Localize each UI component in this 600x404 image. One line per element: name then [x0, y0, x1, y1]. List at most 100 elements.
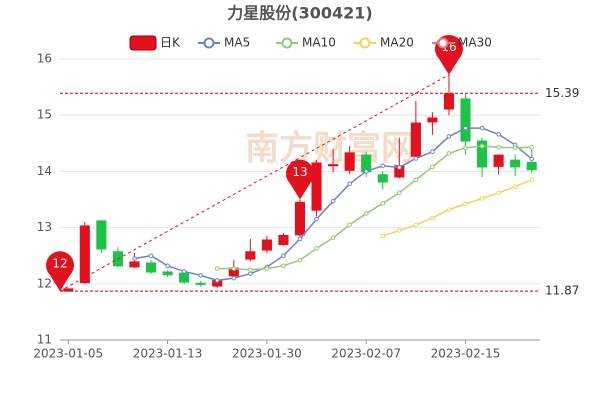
ma-point — [314, 246, 319, 251]
ma-point — [463, 145, 468, 151]
ma-point — [397, 190, 402, 196]
y-tick-label: 13 — [37, 220, 52, 234]
candle-body — [145, 262, 157, 273]
legend-label: MA30 — [458, 36, 492, 50]
candle-body — [79, 225, 90, 284]
candle-body — [477, 140, 488, 168]
candle-body — [526, 161, 537, 171]
candle-body — [261, 239, 272, 251]
ma-point — [446, 207, 452, 212]
ma-point — [297, 257, 303, 263]
ma-point — [446, 134, 452, 139]
x-tick-label: 2023-01-13 — [133, 347, 203, 361]
ma-point — [198, 273, 203, 278]
ma-point — [479, 125, 485, 131]
candle-body — [311, 162, 322, 211]
y-tick-label: 16 — [37, 52, 52, 66]
ma-point — [281, 253, 286, 258]
ma-point — [181, 269, 187, 274]
ma-point — [446, 151, 452, 156]
y-tick-label: 15 — [37, 108, 52, 122]
ma-point — [363, 169, 369, 174]
legend-label: 日K — [160, 36, 181, 50]
x-tick-label: 2023-01-30 — [232, 347, 302, 361]
ma-point — [430, 149, 435, 155]
legend-label: MA10 — [302, 36, 336, 50]
legend-label: MA5 — [224, 36, 250, 50]
ma-point — [297, 236, 303, 242]
legend-swatch — [359, 37, 371, 49]
candle-body — [410, 122, 421, 157]
candle-body — [96, 220, 107, 250]
ma-point — [463, 201, 468, 207]
ma-point — [148, 253, 154, 258]
price-line-label: 11.87 — [545, 284, 579, 298]
chart-title: 力星股份(300421) — [227, 4, 372, 23]
ma-line — [217, 145, 532, 271]
ma-point — [529, 144, 535, 150]
y-tick-label: 11 — [37, 333, 52, 347]
ma-point — [380, 163, 386, 169]
y-tick-label: 14 — [37, 164, 52, 178]
marker-label: 13 — [292, 165, 307, 179]
candle-body — [377, 174, 388, 183]
ma-point — [231, 266, 237, 271]
candle-body — [162, 271, 173, 276]
x-tick-label: 2023-01-05 — [33, 347, 103, 361]
ma-point — [463, 125, 468, 131]
candle-body — [294, 201, 306, 236]
ma-point — [430, 164, 435, 170]
candle-body — [179, 272, 190, 283]
ma-point — [330, 198, 336, 204]
price-line-label: 15.39 — [545, 86, 579, 100]
ma-point — [512, 184, 518, 189]
candle-body — [278, 234, 289, 245]
ma-point — [529, 156, 535, 162]
candle-body — [344, 152, 355, 171]
ma-point — [330, 235, 336, 241]
candle-body — [328, 164, 339, 167]
ma-point — [496, 144, 501, 150]
ma-point — [231, 275, 237, 281]
ma-point — [281, 263, 286, 269]
ma-point — [347, 222, 352, 228]
ma-point — [380, 233, 386, 239]
ma-point — [479, 196, 485, 201]
ma-line — [382, 179, 533, 237]
ma-point — [380, 201, 386, 206]
ma-point — [347, 181, 352, 187]
candle-body — [443, 93, 455, 110]
ma-point — [214, 278, 220, 283]
ma-point — [512, 145, 518, 151]
ma-point — [529, 177, 535, 183]
ma-point — [479, 143, 485, 149]
legend-swatch — [129, 35, 157, 51]
legend-swatch — [281, 37, 293, 49]
marker-pin — [286, 159, 315, 200]
ma-point — [314, 216, 319, 222]
legend-swatch — [203, 37, 215, 49]
ma-point — [132, 256, 137, 261]
y-tick-label: 12 — [37, 276, 52, 290]
candle-body — [129, 261, 140, 268]
ma-point — [413, 222, 419, 228]
ma-point — [165, 263, 170, 269]
marker-pin — [46, 251, 74, 292]
ma-point — [413, 177, 419, 183]
ma-point — [496, 190, 501, 196]
candle-body — [245, 251, 256, 260]
ma-point — [248, 271, 253, 276]
candle-body — [427, 117, 438, 123]
ma-point — [214, 266, 220, 271]
candle-body — [195, 282, 206, 285]
ma-point — [363, 211, 369, 216]
candle-body — [460, 98, 471, 142]
candle-body — [510, 159, 521, 168]
candle-body — [493, 154, 504, 167]
ma-point — [264, 266, 270, 271]
watermark: 南方财富网 — [245, 129, 415, 169]
trend-line — [59, 74, 450, 292]
x-tick-label: 2023-02-07 — [331, 347, 401, 361]
ma-point — [496, 132, 501, 137]
